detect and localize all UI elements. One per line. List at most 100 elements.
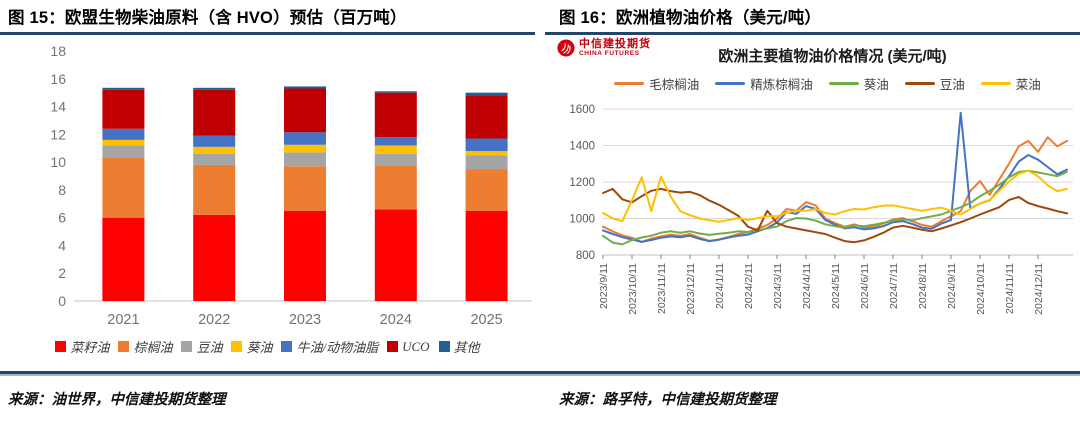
bar-segment-soybean-oil-2021 [102, 145, 145, 158]
legend-label-tallow-animal-fat: 牛油/动物油脂 [296, 340, 379, 355]
legend-item-soybean-oil: 豆油 [181, 337, 222, 356]
svg-text:1400: 1400 [569, 141, 595, 153]
figure-16-title: 图 16：欧洲植物油价格（美元/吨） [559, 9, 822, 27]
svg-text:10: 10 [50, 154, 66, 170]
legend-swatch-uco [387, 341, 399, 352]
line-legend-item-soybean-oil: 豆油 [904, 74, 965, 93]
figures-row: 图 15：欧盟生物柴油原料（含 HVO）预估（百万吨） 0 2 4 6 8 10 12 14 1… [0, 0, 1080, 370]
x-label-2021: 2021 [107, 312, 139, 328]
bar-segment-sunflower-oil-2024 [374, 145, 417, 154]
figure-15-source: 来源：油世界，中信建投期货整理 [8, 392, 226, 408]
svg-text:1200: 1200 [569, 177, 595, 189]
china-futures-logo: 中信建投期货 CHINA FUTURES [557, 39, 651, 58]
bar-chart-svg: 0 2 4 6 8 10 12 14 16 18 2021 2022 2023 2024 2025 [50, 43, 532, 328]
bar-segment-rapeseed-oil-2022 [193, 214, 236, 301]
bar-segment-other-2024 [374, 91, 417, 93]
legend-item-sunflower-oil: 葵油 [231, 337, 272, 356]
svg-text:4: 4 [58, 237, 66, 253]
line-chart-grid: 800 1000 1200 1400 1600 [569, 104, 1073, 262]
x-tick-label: 2024/7/11 [888, 263, 900, 309]
line-legend-label-sunflower-oil: 葵油 [863, 78, 889, 92]
bar-segment-tallow-animal-fat-2021 [102, 128, 145, 140]
legend-label-palm-oil: 棕榈油 [133, 340, 173, 355]
figure-16-panel: 图 16：欧洲植物油价格（美元/吨） 中信建投期货 CHINA FUTURES … [545, 0, 1080, 370]
bar-segment-tallow-animal-fat-2025 [465, 138, 508, 151]
bar-segment-rapeseed-oil-2021 [102, 217, 145, 301]
figure-15-title-divider [0, 32, 535, 35]
bar-segment-rapeseed-oil-2023 [284, 210, 326, 301]
x-tick-label: 2023/10/11 [627, 263, 639, 315]
bar-segment-palm-oil-2021 [102, 157, 145, 218]
legend-label-soybean-oil: 豆油 [196, 340, 223, 355]
x-label-2025: 2025 [470, 312, 502, 328]
x-tick-label: 2024/3/11 [772, 263, 784, 309]
logo-name-cn: 中信建投期货 [579, 38, 651, 50]
x-label-2023: 2023 [289, 312, 321, 328]
line-legend-swatch-crude-palm-oil [614, 82, 645, 85]
legend-item-palm-oil: 棕榈油 [118, 337, 172, 356]
bar-segment-other-2023 [284, 86, 326, 89]
svg-text:18: 18 [50, 43, 66, 59]
bar-segment-uco-2024 [374, 92, 417, 138]
bar-segment-rapeseed-oil-2024 [374, 209, 417, 301]
legend-swatch-palm-oil [118, 341, 130, 352]
x-tick-label: 2024/11/11 [1004, 263, 1016, 314]
legend-swatch-rapeseed-oil [55, 341, 67, 352]
legend-item-rapeseed-oil: 菜籽油 [55, 337, 109, 356]
bar-segment-sunflower-oil-2025 [465, 151, 508, 156]
figure-15-body: 0 2 4 6 8 10 12 14 16 18 2021 2022 2023 2024 2025 菜籽油 棕… [0, 35, 535, 370]
x-tick-label: 2024/5/11 [830, 263, 842, 309]
figure-16-title-divider [545, 32, 1080, 35]
svg-text:1600: 1600 [569, 104, 595, 116]
column-gap [535, 0, 545, 370]
x-tick-label: 2024/1/11 [714, 263, 726, 309]
figure-15-title: 图 15：欧盟生物柴油原料（含 HVO）预估（百万吨） [8, 9, 407, 27]
bar-chart-bars: 2021 2022 2023 2024 2025 [102, 86, 508, 328]
x-label-2022: 2022 [198, 312, 230, 328]
line-legend-swatch-refined-palm-oil [715, 82, 746, 85]
bar-segment-sunflower-oil-2023 [284, 144, 326, 153]
bar-segment-uco-2022 [193, 89, 236, 136]
bar-segment-uco-2023 [284, 88, 326, 133]
line-legend-swatch-rapeseed-oil [980, 82, 1011, 85]
legend-label-other: 其他 [453, 340, 480, 355]
legend-label-sunflower-oil: 葵油 [246, 340, 273, 355]
line-legend-label-refined-palm-oil: 精炼棕榈油 [750, 78, 813, 92]
line-chart-series [602, 111, 1068, 246]
figure-16-body: 中信建投期货 CHINA FUTURES 欧洲主要植物油价格情况 (美元/吨) … [545, 35, 1080, 370]
bar-segment-other-2025 [465, 92, 508, 96]
bar-segment-uco-2021 [102, 89, 145, 129]
series-line-crude-palm-oil [602, 136, 1068, 243]
line-legend-label-soybean-oil: 豆油 [939, 78, 965, 92]
svg-text:14: 14 [50, 99, 66, 115]
legend-swatch-sunflower-oil [231, 341, 243, 352]
x-tick-label: 2024/2/11 [743, 263, 755, 309]
line-legend-item-crude-palm-oil: 毛棕榈油 [614, 74, 699, 93]
line-legend-item-refined-palm-oil: 精炼棕榈油 [715, 74, 813, 93]
bar-segment-tallow-animal-fat-2023 [284, 132, 326, 145]
svg-text:2: 2 [58, 265, 66, 281]
x-tick-label: 2024/8/11 [917, 263, 929, 309]
figure-15-panel: 图 15：欧盟生物柴油原料（含 HVO）预估（百万吨） 0 2 4 6 8 10 12 14 1… [0, 0, 535, 370]
vegetable-oil-price-line-chart: 800 1000 1200 1400 1600 2023/9/11 2023/10/11 20… [545, 95, 1080, 336]
line-legend-swatch-sunflower-oil [828, 82, 859, 85]
legend-swatch-soybean-oil [181, 341, 193, 352]
bar-segment-soybean-oil-2024 [374, 153, 417, 166]
bottom-divider-light [0, 374, 1080, 376]
x-tick-label: 2024/9/11 [946, 263, 958, 309]
svg-text:12: 12 [50, 126, 66, 142]
legend-label-rapeseed-oil: 菜籽油 [70, 340, 110, 355]
x-tick-label: 2023/12/11 [685, 263, 697, 315]
x-tick-label: 2024/6/11 [859, 263, 871, 309]
line-chart-x-axis: 2023/9/11 2023/10/11 2023/11/11 2023/12/11 2… [598, 255, 1045, 315]
bar-segment-palm-oil-2025 [465, 169, 508, 211]
line-legend-label-rapeseed-oil: 菜油 [1015, 78, 1041, 92]
line-legend-swatch-soybean-oil [904, 82, 935, 85]
series-line-soybean-oil [602, 187, 1068, 244]
bar-chart-legend: 菜籽油 棕榈油 豆油 葵油 牛油/动物油脂 UCO 其他 [0, 337, 535, 356]
bar-segment-other-2022 [193, 87, 236, 90]
svg-text:8: 8 [58, 182, 66, 198]
bar-segment-uco-2025 [465, 95, 508, 139]
